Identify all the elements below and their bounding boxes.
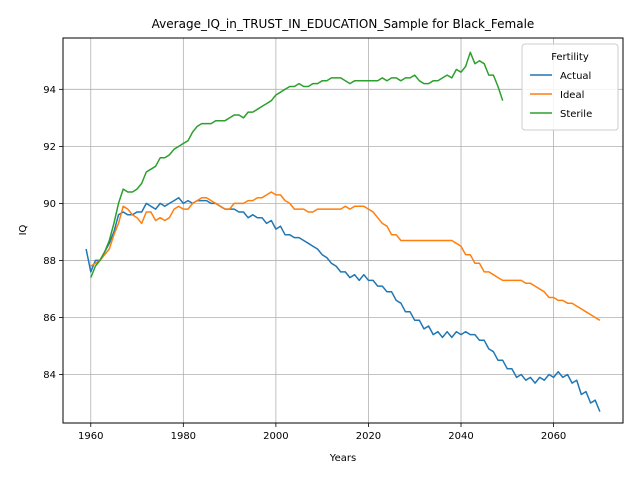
legend-label-sterile: Sterile xyxy=(560,109,592,120)
series-line-sterile xyxy=(90,51,504,278)
series-layer xyxy=(85,51,601,412)
series-line-ideal xyxy=(90,191,601,321)
x-tick-label: 2060 xyxy=(541,431,566,442)
x-tick-label: 1980 xyxy=(171,431,196,442)
y-tick-label: 86 xyxy=(43,313,56,324)
legend-box xyxy=(521,43,619,131)
x-tick-label: 1960 xyxy=(78,431,103,442)
legend-label-ideal: Ideal xyxy=(560,90,584,101)
y-tick-label: 84 xyxy=(43,370,56,381)
x-tick-label: 2020 xyxy=(356,431,381,442)
y-tick-label: 90 xyxy=(43,199,56,210)
legend-label-actual: Actual xyxy=(560,71,591,82)
x-axis-label: Years xyxy=(329,453,356,464)
chart-title: Average_IQ_in_TRUST_IN_EDUCATION_Sample … xyxy=(152,17,535,31)
plot-frame xyxy=(62,37,624,424)
y-tick-label: 94 xyxy=(43,85,56,96)
series-line-actual xyxy=(85,196,601,412)
x-axis: 1960 1980 2000 2020 2040 2060 xyxy=(78,423,566,442)
legend: Fertility Actual Ideal Sterile xyxy=(521,43,619,131)
y-tick-label: 88 xyxy=(43,256,56,267)
legend-entries: Actual Ideal Sterile xyxy=(530,71,592,120)
y-axis: 84 86 88 90 92 94 xyxy=(43,85,63,381)
y-tick-label: 92 xyxy=(43,142,56,153)
legend-title: Fertility xyxy=(551,52,589,63)
y-axis-label: IQ xyxy=(18,224,29,235)
grid xyxy=(63,38,623,423)
x-tick-label: 2040 xyxy=(448,431,473,442)
x-tick-label: 2000 xyxy=(263,431,288,442)
